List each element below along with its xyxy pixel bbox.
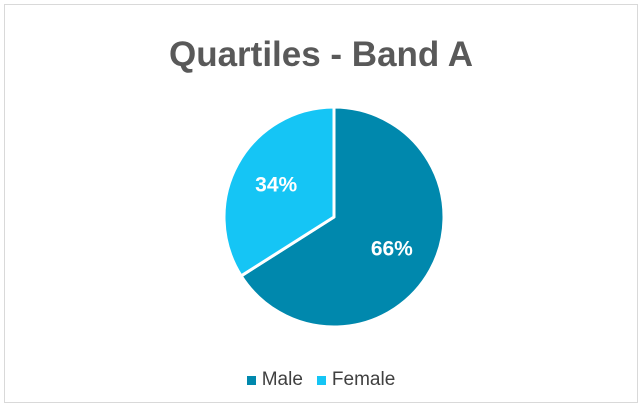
data-label-female: 34% xyxy=(255,174,297,197)
legend-swatch-male xyxy=(246,375,256,385)
pie-slice-male xyxy=(239,105,446,329)
legend-swatch-female xyxy=(316,375,326,385)
chart-title: Quartiles - Band A xyxy=(168,35,474,74)
legend-item-male: Male xyxy=(246,369,303,391)
data-label-male: 66% xyxy=(371,237,413,260)
chart-area: Quartiles - Band A 66% 34% Male Female xyxy=(4,4,638,403)
legend-item-female: Female xyxy=(316,369,396,391)
pie-chart: 66% 34% xyxy=(222,105,446,329)
legend-label-male: Male xyxy=(261,369,303,390)
legend-label-female: Female xyxy=(331,369,396,390)
pie-slice-female xyxy=(222,105,336,278)
legend: Male Female xyxy=(5,369,637,391)
